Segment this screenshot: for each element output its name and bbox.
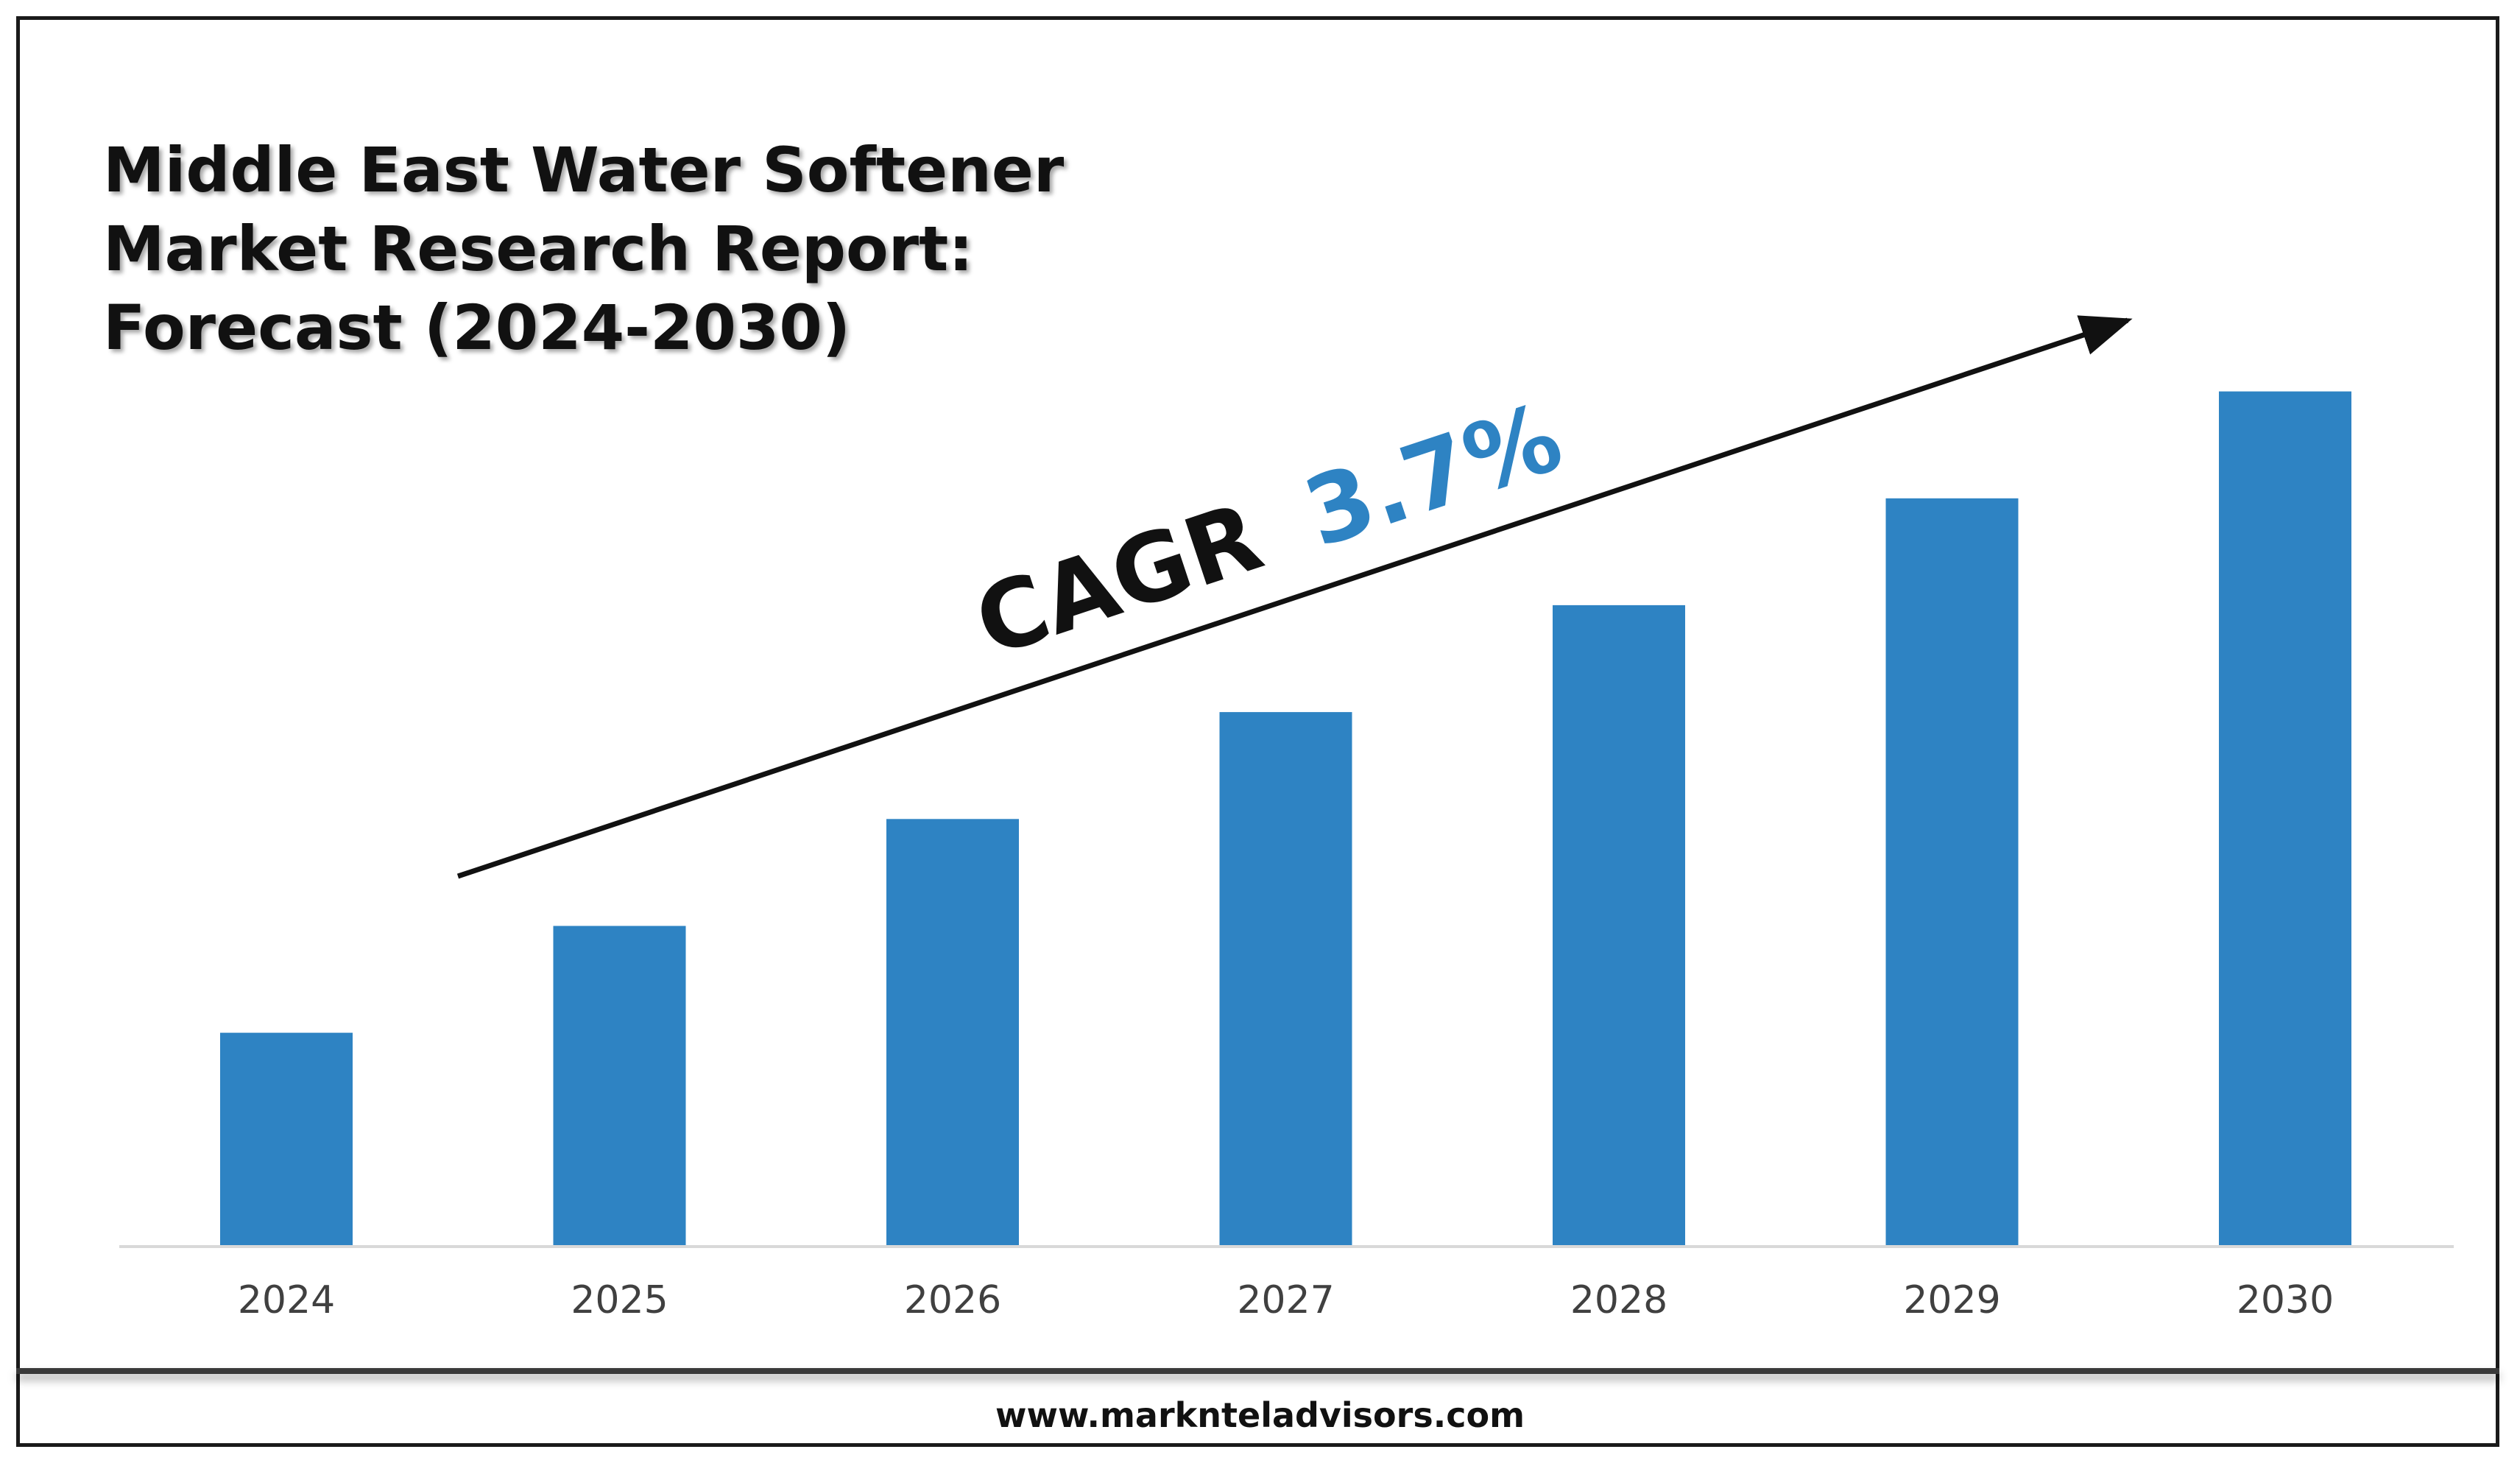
- bar-2025: [553, 926, 686, 1247]
- title-line-2: Market Research Report:: [103, 213, 973, 285]
- cagr-annotation: CAGR 3.7%: [963, 382, 1575, 678]
- bar-2024: [220, 1032, 353, 1247]
- x-tick-label-2027: 2027: [1237, 1278, 1334, 1322]
- x-tick-label-2029: 2029: [1903, 1278, 2000, 1322]
- chart-title: Middle East Water Softener Market Resear…: [103, 131, 1134, 367]
- bar-2026: [886, 819, 1019, 1247]
- x-tick-label-2025: 2025: [571, 1278, 668, 1322]
- bars-group: [220, 391, 2351, 1247]
- x-tick-label-2026: 2026: [904, 1278, 1001, 1322]
- title-line-1: Middle East Water Softener: [103, 134, 1065, 206]
- title-line-3: Forecast (2024-2030): [103, 292, 851, 364]
- bar-2028: [1553, 605, 1685, 1247]
- bar-2027: [1219, 712, 1352, 1247]
- x-tick-label-2030: 2030: [2237, 1278, 2334, 1322]
- x-tick-label-2028: 2028: [1570, 1278, 1667, 1322]
- footer-divider: [16, 1368, 2499, 1374]
- x-tick-labels: 2024 2025 2026 2027 2028 2029 2030: [238, 1278, 2334, 1322]
- bar-2030: [2219, 391, 2351, 1247]
- cagr-trend-arrow: [456, 315, 2133, 879]
- cagr-value: 3.7%: [1292, 382, 1575, 568]
- bar-2029: [1885, 498, 2019, 1247]
- x-tick-label-2024: 2024: [238, 1278, 335, 1322]
- footer-website-url: www.marknteladvisors.com: [995, 1395, 1525, 1435]
- cagr-label: CAGR: [963, 482, 1274, 679]
